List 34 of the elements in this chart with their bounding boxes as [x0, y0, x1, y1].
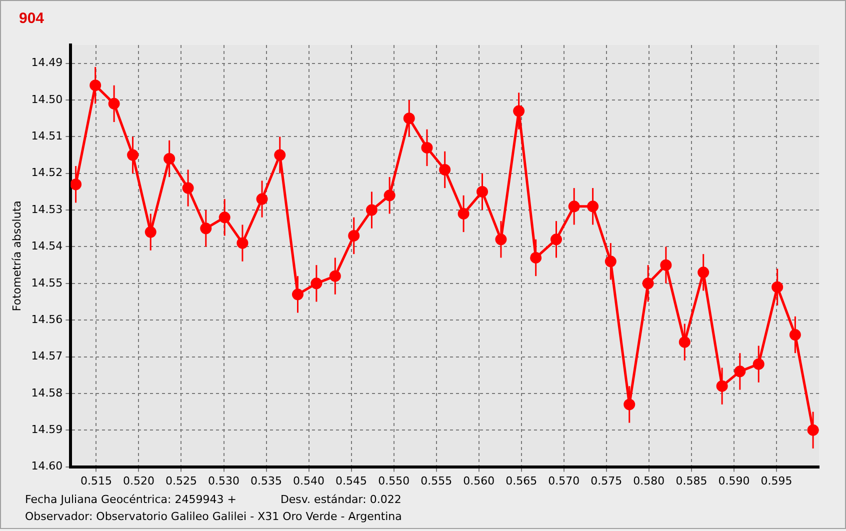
- y-tick-label: 14.52: [31, 166, 63, 180]
- x-tick-label: 0.530: [208, 474, 240, 488]
- y-tick-label: 14.60: [31, 460, 63, 473]
- chart-title: 904: [19, 10, 44, 27]
- y-tick-label: 14.59: [31, 422, 63, 436]
- x-tick-label: 0.590: [718, 474, 750, 488]
- x-tick-label: 0.535: [250, 474, 282, 488]
- y-tick-label: 14.58: [31, 386, 63, 400]
- x-tick-label: 0.575: [590, 474, 622, 488]
- x-tick-label: 0.585: [676, 474, 708, 488]
- y-tick-label: 14.49: [31, 56, 63, 70]
- y-tick-label: 14.54: [31, 240, 63, 253]
- x-tick-label: 0.550: [378, 474, 410, 488]
- y-tick-label: 14.50: [31, 92, 63, 106]
- text: Fecha Juliana Geocéntrica: 2459943 +: [25, 492, 236, 508]
- x-tick-label: 0.545: [336, 474, 368, 488]
- y-tick-label: 14.51: [31, 130, 63, 143]
- text: Desv. estándar: 0.022: [280, 492, 402, 508]
- x-tick-label: 0.570: [548, 474, 580, 488]
- x-tick-label: 0.560: [463, 474, 495, 488]
- x-tick-label: 0.555: [420, 474, 452, 488]
- y-axis-title: Fotometría absoluta: [10, 200, 24, 312]
- x-tick-label: 0.520: [122, 474, 154, 488]
- x-tick-label: 0.540: [293, 474, 325, 488]
- x-tick-label: 0.515: [80, 474, 112, 488]
- y-tick-label: 14.53: [31, 202, 63, 216]
- x-tick-label: 0.595: [760, 474, 792, 488]
- y-tick-label: 14.56: [31, 312, 63, 326]
- x-tick-label: 0.525: [165, 474, 197, 488]
- x-tick-label: 0.580: [633, 474, 665, 488]
- text: Observador: Observatorio Galileo Galilei - X31 Oro Verde - Argentina: [25, 509, 402, 525]
- x-tick-label: 0.565: [506, 474, 538, 488]
- y-tick-label: 14.57: [31, 350, 63, 363]
- y-tick-label: 14.55: [31, 276, 63, 290]
